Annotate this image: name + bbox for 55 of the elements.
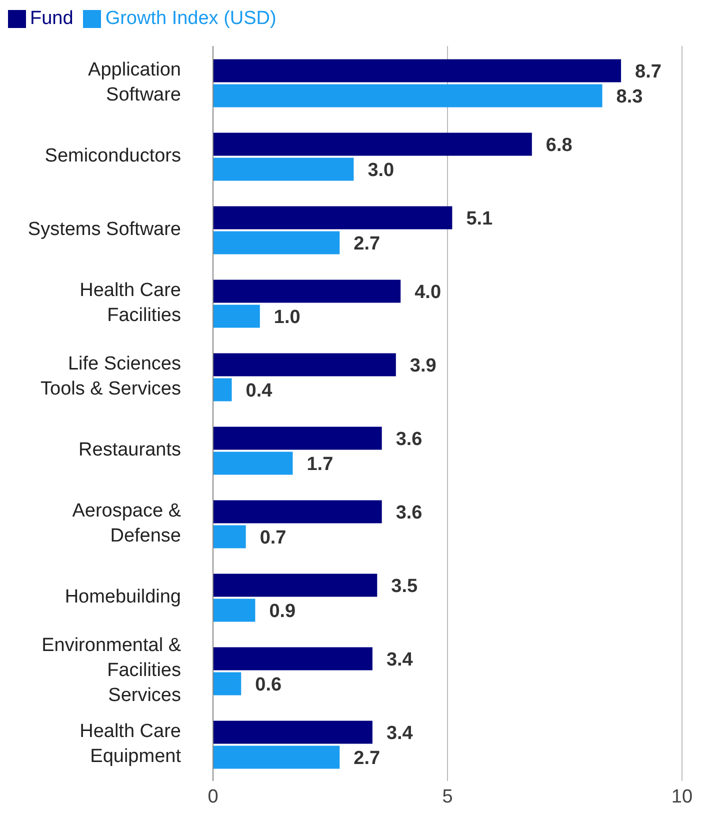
legend-label: Fund: [30, 8, 74, 29]
data-label: 5.1: [466, 208, 494, 230]
y-tick-label: Health Care Facilities: [80, 280, 181, 326]
bar: [213, 132, 532, 156]
data-label: 2.7: [354, 233, 380, 254]
data-label: 2.7: [354, 748, 380, 769]
data-label: 3.0: [368, 160, 394, 181]
bar: [213, 353, 396, 376]
bar: [213, 231, 340, 254]
bar: [213, 598, 256, 622]
data-label: 3.6: [396, 428, 422, 450]
data-label: 1.0: [274, 306, 300, 328]
data-label: 3.6: [396, 502, 422, 524]
y-tick-label: Life Sciences Tools & Services: [40, 353, 181, 400]
bar: [213, 746, 340, 769]
y-tick-label: Systems Software: [28, 218, 181, 240]
y-tick-label: Restaurants: [78, 439, 181, 460]
data-label: 6.8: [546, 134, 572, 156]
data-label: 0.4: [246, 380, 273, 402]
data-label: 3.4: [386, 722, 414, 744]
bar: [213, 452, 293, 475]
data-label: 8.3: [616, 86, 643, 108]
bar: [213, 500, 382, 524]
bar: [213, 378, 232, 402]
data-label: 3.4: [386, 649, 414, 670]
bar: [213, 158, 354, 181]
legend-label: Growth Index (USD): [105, 8, 276, 29]
data-label: 4.0: [414, 282, 442, 303]
bar: [213, 525, 246, 548]
y-tick-label: Aerospace & Defense: [72, 500, 182, 546]
y-tick-label: Homebuilding: [64, 586, 181, 608]
data-label: 0.9: [269, 600, 296, 622]
x-tick-label: 10: [671, 786, 693, 808]
data-label: 0.6: [255, 674, 282, 696]
data-label: 8.7: [635, 61, 662, 82]
data-label: 3.9: [410, 355, 436, 376]
bar: [213, 206, 452, 230]
data-label: 1.7: [306, 454, 334, 475]
data-label: 3.5: [391, 576, 418, 597]
bar: [213, 84, 602, 108]
bar: [213, 720, 372, 744]
bar: [213, 647, 372, 670]
y-tick-label: Health Care Equipment: [80, 720, 182, 767]
y-tick-label: Application Software: [88, 59, 181, 106]
y-tick-label: Environmental & Facilities Services: [42, 634, 182, 706]
bar: [213, 304, 260, 328]
bar: [213, 574, 378, 597]
y-tick-label: Semiconductors: [44, 145, 181, 166]
bar: [213, 59, 622, 82]
bar: [213, 426, 382, 450]
x-tick-label: 5: [442, 786, 453, 808]
bar: [213, 672, 242, 696]
data-label: 0.7: [260, 527, 286, 548]
x-tick-label: 0: [208, 786, 218, 808]
bar: [213, 280, 401, 303]
